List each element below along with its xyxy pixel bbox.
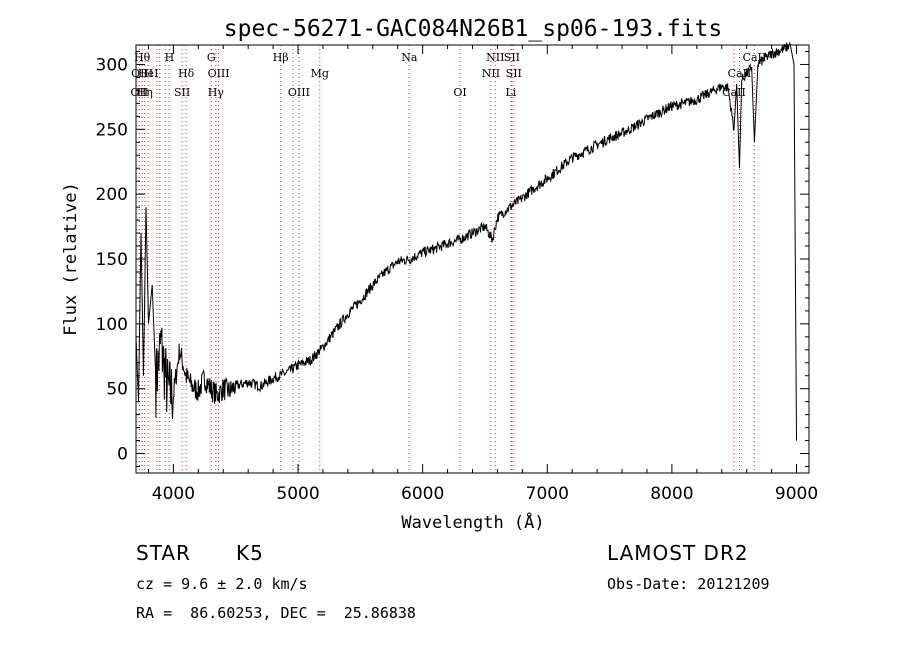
y-tick-label: 200: [96, 185, 128, 205]
line-label: H: [165, 51, 175, 64]
coords-label: RA = 86.60253, DEC = 25.86838: [136, 604, 416, 622]
line-label: Mg: [311, 67, 329, 80]
line-label: HeI: [138, 67, 158, 80]
y-axis-label: Flux (relative): [61, 182, 81, 336]
line-label: NII: [482, 67, 500, 80]
y-ticks: 0 50 100 150 200 250 300: [96, 50, 809, 468]
x-tick-label: 6000: [401, 484, 444, 504]
line-label: OIII: [288, 86, 310, 99]
y-tick-label: 250: [96, 120, 128, 140]
line-label: Na: [401, 51, 418, 64]
y-tick-label: 150: [96, 250, 128, 270]
x-axis-label: Wavelength (Å): [401, 511, 544, 533]
plot-frame: [135, 44, 810, 474]
x-tick-label: 5000: [276, 484, 319, 504]
line-label: Hδ: [178, 67, 195, 80]
line-label: Li: [505, 86, 516, 99]
y-tick-label: 0: [117, 445, 128, 465]
object-class: STAR: [136, 541, 191, 565]
x-tick-label: 8000: [650, 484, 693, 504]
line-label: Hβ: [273, 51, 289, 64]
chart-title: spec-56271-GAC084N26B1_sp06-193.fits: [224, 16, 723, 42]
survey-label: LAMOST DR2: [607, 541, 749, 565]
y-tick-label: 100: [96, 315, 128, 335]
obs-date-label: Obs-Date: 20121209: [607, 575, 770, 593]
line-markers: [138, 45, 755, 473]
line-label: OII: [131, 86, 149, 99]
line-label: Hγ: [208, 86, 225, 99]
x-tick-label: 4000: [152, 484, 195, 504]
x-tick-label: 9000: [775, 484, 818, 504]
line-label: Hθ: [134, 51, 151, 64]
line-label: SII: [506, 67, 522, 80]
redshift-label: cz = 9.6 ± 2.0 km/s: [136, 575, 308, 593]
line-label: G: [207, 51, 216, 64]
line-label: OIII: [131, 67, 153, 80]
line-labels: OIIHθOIIIHηHeIHSIIHδGHγOIIIHβOIIIMgNaOIN…: [131, 51, 767, 99]
y-tick-label: 50: [106, 380, 128, 400]
line-label: SII: [504, 51, 520, 64]
x-tick-label: 7000: [526, 484, 569, 504]
x-ticks: 4000 5000 6000 7000 8000 9000: [147, 45, 818, 504]
line-label: SII: [174, 86, 190, 99]
line-label: NII: [486, 51, 504, 64]
flux-line: [135, 41, 797, 441]
line-label: OIII: [208, 67, 230, 80]
y-tick-label: 300: [96, 55, 128, 75]
subclass: K5: [236, 541, 264, 565]
line-label: OI: [453, 86, 466, 99]
line-label: Hη: [137, 86, 153, 99]
